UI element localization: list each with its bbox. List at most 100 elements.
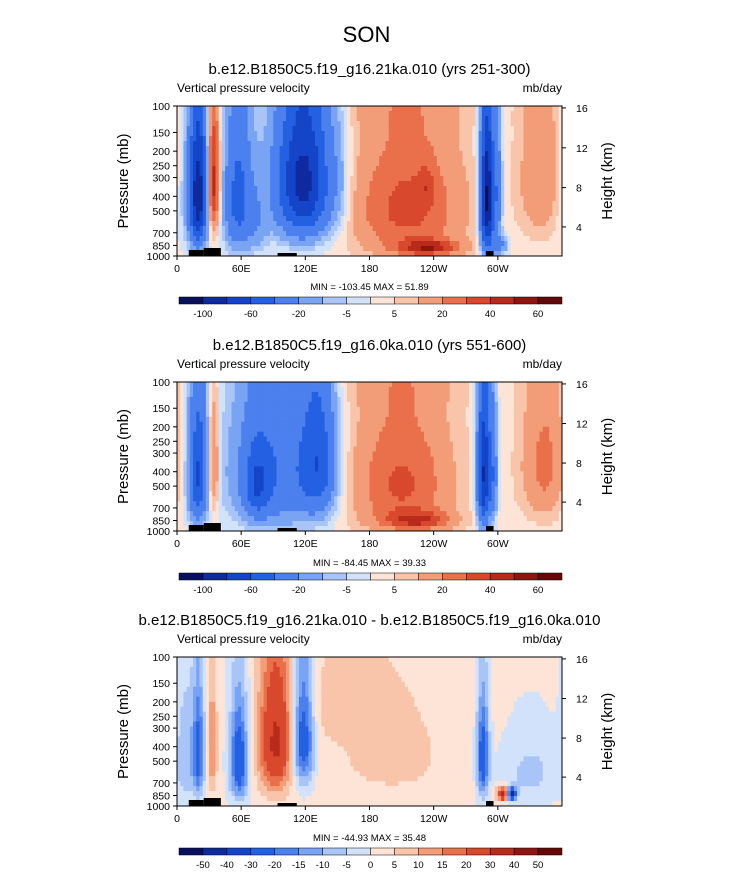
heatmap-cell xyxy=(475,111,479,117)
heatmap-cell xyxy=(270,416,274,423)
heatmap-cell xyxy=(231,131,236,137)
heatmap-cell xyxy=(247,246,252,252)
heatmap-cell xyxy=(372,426,377,433)
heatmap-cell xyxy=(436,141,441,147)
heatmap-cell xyxy=(212,416,216,423)
heatmap-cell xyxy=(417,426,422,433)
heatmap-cell xyxy=(491,426,496,433)
heatmap-cell xyxy=(295,196,300,202)
heatmap-cell xyxy=(411,386,415,393)
heatmap-cell xyxy=(430,166,435,172)
heatmap-cell xyxy=(337,196,342,202)
heatmap-cell xyxy=(363,421,367,428)
heatmap-cell xyxy=(189,401,194,408)
heatmap-cell xyxy=(250,156,255,162)
colorbar-swatch xyxy=(226,296,252,305)
heatmap-cell xyxy=(391,241,396,247)
heatmap-cell xyxy=(433,231,438,237)
heatmap-cell xyxy=(523,382,528,388)
heatmap-cell xyxy=(279,382,284,388)
heatmap-cell xyxy=(485,106,489,112)
heatmap-cell xyxy=(363,186,367,192)
heatmap-cell xyxy=(302,141,306,147)
heatmap-cell xyxy=(221,386,226,393)
heatmap-cell xyxy=(545,391,550,398)
heatmap-cell xyxy=(398,116,402,122)
heatmap-cell xyxy=(260,236,265,242)
heatmap-cell xyxy=(552,386,556,393)
heatmap-cell xyxy=(452,221,457,227)
heatmap-cell xyxy=(465,426,470,433)
heatmap-cell xyxy=(424,246,428,252)
heatmap-cell xyxy=(414,236,419,242)
heatmap-cell xyxy=(186,236,191,242)
heatmap-cell xyxy=(517,126,521,132)
heatmap-cell xyxy=(414,221,419,227)
heatmap-cell xyxy=(359,206,364,212)
heatmap-cell xyxy=(481,171,486,177)
heatmap-cell xyxy=(218,421,223,428)
heatmap-cell xyxy=(254,386,258,393)
heatmap-cell xyxy=(279,116,284,122)
heatmap-cell xyxy=(177,221,181,227)
heatmap-cell xyxy=(199,146,204,152)
heatmap-cell xyxy=(395,246,399,252)
heatmap-cell xyxy=(241,251,245,257)
heatmap-cell xyxy=(408,236,412,242)
heatmap-cell xyxy=(401,131,406,137)
heatmap-cell xyxy=(356,171,361,177)
heatmap-cell xyxy=(353,431,358,438)
heatmap-cell xyxy=(241,121,245,127)
heatmap-cell xyxy=(193,106,197,112)
heatmap-cell xyxy=(311,231,316,237)
heatmap-cell xyxy=(459,156,463,162)
heatmap-cell xyxy=(417,131,422,137)
heatmap-cell xyxy=(427,251,431,257)
heatmap-cell xyxy=(282,226,287,232)
heatmap-cell xyxy=(327,211,332,217)
heatmap-cell xyxy=(254,126,258,132)
heatmap-cell xyxy=(549,106,553,112)
heatmap-cell xyxy=(391,166,396,172)
heatmap-cell xyxy=(209,151,213,157)
heatmap-cell xyxy=(488,141,492,147)
heatmap-cell xyxy=(436,401,441,408)
heatmap-cell xyxy=(491,411,496,418)
heatmap-cell xyxy=(273,231,277,237)
heatmap-cell xyxy=(465,106,470,112)
heatmap-cell xyxy=(446,161,451,167)
heatmap-cell xyxy=(424,211,428,217)
heatmap-cell xyxy=(209,126,213,132)
heatmap-cell xyxy=(485,382,489,388)
heatmap-cell xyxy=(533,166,537,172)
heatmap-cell xyxy=(517,186,521,192)
heatmap-cell xyxy=(552,186,556,192)
heatmap-cell xyxy=(411,151,415,157)
heatmap-cell xyxy=(337,416,342,423)
heatmap-cell xyxy=(202,131,207,137)
heatmap-cell xyxy=(545,406,550,413)
heatmap-cell xyxy=(382,111,386,117)
heatmap-cell xyxy=(209,176,213,182)
heatmap-cell xyxy=(337,401,342,408)
heatmap-cell xyxy=(436,166,441,172)
heatmap-cell xyxy=(459,421,463,428)
heatmap-cell xyxy=(363,181,367,187)
heatmap-cell xyxy=(536,141,540,147)
heatmap-cell xyxy=(279,191,284,197)
heatmap-cell xyxy=(545,386,550,393)
heatmap-cell xyxy=(488,146,492,152)
heatmap-cell xyxy=(523,191,528,197)
heatmap-cell xyxy=(347,186,351,192)
heatmap-cell xyxy=(385,151,390,157)
heatmap-cell xyxy=(183,151,188,157)
heatmap-cell xyxy=(193,206,197,212)
heatmap-cell xyxy=(215,121,220,127)
heatmap-cell xyxy=(228,231,232,237)
heatmap-cell xyxy=(292,151,297,157)
heatmap-cell xyxy=(305,226,309,232)
heatmap-cell xyxy=(372,201,377,207)
heatmap-cell xyxy=(331,141,335,147)
heatmap-cell xyxy=(379,181,383,187)
heatmap-cell xyxy=(241,411,245,418)
